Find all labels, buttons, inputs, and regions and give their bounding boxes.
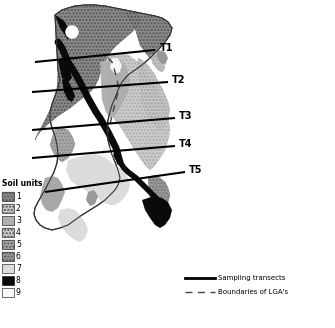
Text: 5: 5 — [16, 240, 21, 249]
Bar — [2, 276, 14, 285]
Text: 8: 8 — [16, 276, 21, 285]
Text: Sampling transects: Sampling transects — [218, 275, 285, 281]
Polygon shape — [40, 176, 65, 212]
Bar — [2, 216, 14, 225]
Bar — [2, 264, 14, 273]
Bar — [2, 204, 14, 213]
Text: 4: 4 — [16, 228, 21, 237]
Polygon shape — [138, 58, 170, 130]
Polygon shape — [102, 145, 118, 162]
Text: T3: T3 — [179, 111, 193, 121]
Bar — [2, 192, 14, 201]
Polygon shape — [50, 128, 75, 162]
Circle shape — [66, 26, 78, 38]
Text: Soil units: Soil units — [2, 179, 42, 188]
Polygon shape — [108, 54, 170, 170]
Text: T4: T4 — [179, 139, 193, 149]
Polygon shape — [62, 78, 75, 102]
Polygon shape — [148, 175, 170, 210]
Bar — [2, 252, 14, 261]
Text: T2: T2 — [172, 75, 186, 85]
Text: 7: 7 — [16, 264, 21, 273]
Polygon shape — [110, 58, 122, 74]
Polygon shape — [58, 58, 72, 82]
Text: Boundaries of LGA's: Boundaries of LGA's — [218, 289, 288, 295]
Bar — [2, 240, 14, 249]
Polygon shape — [150, 55, 165, 72]
Bar — [2, 288, 14, 297]
Polygon shape — [125, 10, 172, 58]
Bar — [2, 228, 14, 237]
Polygon shape — [35, 5, 140, 140]
Polygon shape — [66, 154, 130, 205]
Bar — [2, 204, 14, 213]
Bar — [2, 240, 14, 249]
Bar — [2, 192, 14, 201]
Polygon shape — [86, 190, 98, 206]
Polygon shape — [100, 58, 130, 118]
Text: 3: 3 — [16, 216, 21, 225]
Text: T5: T5 — [189, 165, 202, 175]
Bar — [2, 228, 14, 237]
Bar — [2, 252, 14, 261]
Polygon shape — [55, 15, 70, 40]
Text: T1: T1 — [160, 43, 174, 53]
Polygon shape — [58, 208, 88, 242]
Text: 1: 1 — [16, 192, 21, 201]
Text: 6: 6 — [16, 252, 21, 261]
Polygon shape — [142, 196, 172, 228]
Polygon shape — [34, 5, 172, 230]
Polygon shape — [156, 50, 168, 65]
Text: 2: 2 — [16, 204, 21, 213]
Text: 9: 9 — [16, 288, 21, 297]
